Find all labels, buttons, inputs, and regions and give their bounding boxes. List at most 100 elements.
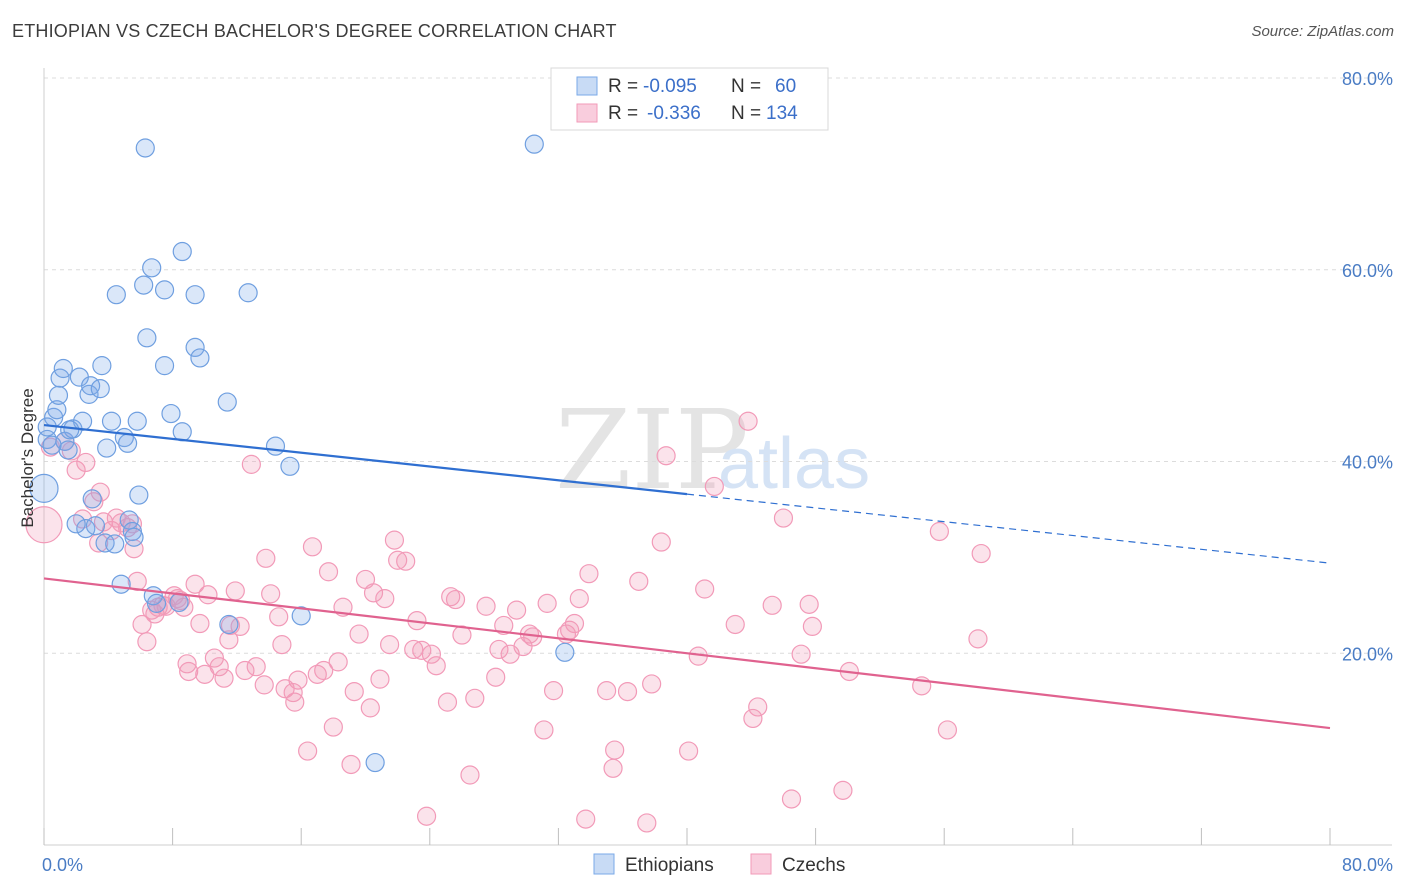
czech-point — [298, 741, 318, 761]
czech-point — [642, 674, 662, 694]
czech-point — [437, 692, 458, 712]
czech-point — [971, 543, 991, 564]
ethiopian-point — [555, 642, 575, 662]
watermark-zip: ZIP — [555, 386, 749, 514]
czech-point — [748, 697, 768, 717]
czech-point — [603, 758, 623, 778]
czech-point — [543, 681, 564, 701]
source-credit: Source: ZipAtlas.com — [1251, 23, 1394, 40]
ethiopian-points — [29, 134, 575, 773]
czech-point — [220, 615, 241, 636]
czech-point — [269, 607, 289, 627]
czech-point — [743, 708, 763, 729]
ethiopian-point — [85, 516, 106, 536]
czech-point — [629, 571, 649, 591]
ethiopian-point — [365, 752, 385, 773]
legend-r-value-2: -0.336 — [647, 103, 701, 124]
y-axis-title: Bachelor's Degree — [18, 388, 37, 527]
czech-point — [564, 613, 585, 634]
stats-legend: R = -0.095 N = 60 R = -0.336 N = 134 — [550, 67, 829, 131]
ethiopian-point — [105, 534, 125, 554]
czech-point — [185, 574, 205, 594]
czech-point — [198, 585, 218, 605]
legend-r-label-1: R = — [608, 76, 638, 97]
ethiopian-point — [82, 489, 102, 509]
ethiopian-point — [524, 134, 544, 154]
czech-point — [460, 765, 480, 785]
czech-point — [404, 639, 424, 660]
czech-point — [929, 521, 949, 542]
ethiopian-point — [238, 283, 258, 303]
czech-trend-line — [43, 577, 1331, 730]
trend-lines — [43, 423, 1331, 730]
czech-point — [597, 681, 617, 701]
y-tick-label-3: 80.0% — [1342, 69, 1393, 89]
grid-lines — [44, 77, 1392, 654]
czech-point — [314, 660, 334, 681]
ethiopian-point — [161, 403, 181, 424]
axes — [43, 68, 1392, 846]
czech-point — [25, 506, 63, 544]
czech-point — [90, 482, 110, 502]
ethiopian-point — [42, 435, 62, 455]
y-tick-label-2: 60.0% — [1342, 261, 1393, 281]
legend-n-label-1: N = — [731, 76, 761, 97]
legend-swatch-czechs — [576, 103, 598, 123]
ethiopian-trend-extension — [686, 493, 1331, 564]
czech-point — [360, 698, 380, 718]
czech-point — [637, 813, 657, 833]
ethiopian-point — [265, 436, 286, 456]
czech-point — [341, 754, 361, 775]
czech-point — [421, 644, 442, 664]
x-tick-label-1: 80.0% — [1342, 855, 1393, 875]
ethiopian-point — [219, 614, 239, 635]
ethiopian-point — [53, 358, 73, 379]
ethiopian-point — [124, 527, 144, 547]
ethiopian-point — [129, 485, 149, 505]
ethiopian-point — [60, 420, 80, 440]
czech-point — [695, 579, 715, 599]
tick-labels: 20.0% 40.0% 60.0% 80.0% 0.0% 80.0% — [42, 69, 1393, 875]
czech-point — [513, 636, 533, 657]
czech-point — [76, 452, 96, 473]
x-tick-label-0: 0.0% — [42, 855, 83, 875]
czech-point — [285, 692, 305, 712]
czech-point — [318, 562, 339, 582]
ethiopian-point — [217, 392, 237, 412]
legend-n-value-2: 134 — [766, 103, 798, 124]
czech-point — [679, 741, 699, 761]
czech-point — [396, 551, 416, 571]
ethiopian-point — [142, 258, 162, 278]
czech-point — [261, 584, 281, 604]
czech-point — [66, 460, 86, 480]
czech-point — [579, 564, 599, 584]
czech-point — [349, 624, 369, 644]
czech-point — [725, 614, 745, 635]
legend-swatch-czechs-bottom — [750, 853, 772, 875]
ethiopian-point — [169, 592, 189, 613]
ethiopian-point — [172, 241, 192, 262]
czech-point — [412, 640, 432, 660]
czech-point — [489, 639, 509, 660]
czech-point — [445, 589, 466, 610]
czech-point — [328, 652, 348, 672]
czech-point — [537, 593, 557, 613]
ethiopian-point — [97, 438, 117, 458]
ethiopian-point — [280, 456, 300, 476]
czech-point — [384, 530, 405, 550]
czech-point — [137, 632, 157, 652]
y-tick-label-1: 40.0% — [1342, 453, 1393, 473]
czech-point — [802, 616, 822, 637]
czech-point — [225, 581, 245, 601]
ethiopian-point — [92, 356, 112, 376]
czech-point — [209, 657, 229, 677]
czech-point — [605, 740, 625, 760]
czech-point — [370, 669, 390, 689]
czech-point — [380, 635, 400, 655]
czech-point — [656, 446, 676, 466]
ethiopian-point — [58, 440, 78, 460]
czech-point — [738, 411, 758, 431]
czech-point — [416, 806, 437, 826]
y-tick-label-0: 20.0% — [1342, 644, 1393, 664]
czech-point — [576, 809, 596, 829]
